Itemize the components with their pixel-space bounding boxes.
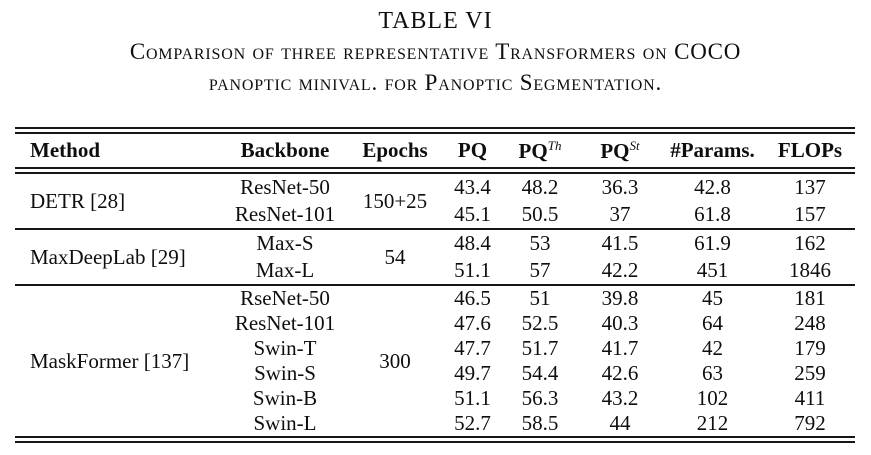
method-cell: MaskFormer [137] [15, 284, 225, 440]
pq-th-cell: 57 [529, 258, 551, 282]
pq-th-cell: 53 [500, 228, 580, 257]
header-pq-th-base: PQ [518, 138, 548, 163]
epochs-cell: 150+25 [362, 188, 428, 213]
pq-th-cell: 58.5 [521, 411, 559, 435]
pq-th-cell: 51 [500, 284, 580, 311]
header-pq: PQ [445, 130, 500, 174]
flops-cell: 157 [794, 202, 826, 226]
header-pq-st-sup: St [629, 137, 640, 153]
epochs-cell: 54 [345, 228, 445, 285]
header-epochs: Epochs [345, 130, 445, 174]
backbone-cell: ResNet-50 [240, 175, 330, 199]
params-cell: 61.9 [660, 228, 765, 257]
pq-st-cell: 39.8 [580, 284, 660, 311]
pq-st-cell: 43.2 [601, 386, 639, 410]
flops-cell: 137 [794, 175, 826, 199]
table-row: Swin-S 49.7 54.4 42.6 63 259 [15, 361, 855, 386]
backbone-cell: Max-L [255, 258, 315, 282]
pq-st-cell: 40.3 [601, 311, 639, 335]
header-params: #Params. [660, 130, 765, 174]
pq-cell: 51.1 [454, 258, 491, 282]
backbone-cell: Swin-B [252, 386, 318, 410]
pq-cell: 47.7 [454, 336, 491, 360]
method-cell: DETR [28] [30, 188, 126, 213]
params-cell: 64 [702, 311, 723, 335]
params-cell: 61.8 [694, 202, 731, 226]
header-row: Method Backbone Epochs PQ PQTh PQSt #Par… [15, 130, 855, 174]
pq-th-cell: 52.5 [521, 311, 559, 335]
table-header: Method Backbone Epochs PQ PQTh PQSt #Par… [15, 130, 855, 174]
table-row: MaskFormer [137] RseNet-50 300 46.5 51 3… [15, 284, 855, 440]
header-pq-st-base: PQ [600, 138, 630, 163]
backbone-cell: Max-S [225, 228, 345, 257]
backbone-cell: Swin-T [253, 336, 317, 360]
backbone-cell: ResNet-101 [234, 311, 336, 335]
backbone-cell: RseNet-50 [225, 284, 345, 311]
table-row: ResNet-101 47.6 52.5 40.3 64 248 [15, 311, 855, 336]
results-table: Method Backbone Epochs PQ PQTh PQSt #Par… [15, 127, 855, 443]
table-row: Swin-L 52.7 58.5 44 212 792 [15, 411, 855, 440]
pq-cell: 49.7 [454, 361, 491, 385]
pq-cell: 47.6 [454, 311, 491, 335]
table-row: Swin-B 51.1 56.3 43.2 102 411 [15, 386, 855, 411]
method-cell: MaxDeepLab [29] [15, 228, 225, 285]
section-maskformer: MaskFormer [137] RseNet-50 300 46.5 51 3… [15, 284, 855, 440]
flops-cell: 179 [794, 336, 826, 360]
backbone-cell: Swin-S [254, 361, 316, 385]
table-row: ResNet-101 45.1 50.5 37 61.8 157 [15, 201, 855, 229]
caption-line-1: Comparison of three representative Trans… [129, 39, 742, 64]
params-cell: 63 [702, 361, 723, 385]
pq-st-cell: 42.6 [601, 361, 639, 385]
section-detr: DETR [28] ResNet-50 150+25 43.4 48.2 36.… [15, 171, 855, 230]
header-pq-th: PQTh [500, 130, 580, 174]
table-row: Max-L 51.1 57 42.2 451 1846 [15, 257, 855, 285]
params-cell: 42.8 [694, 175, 731, 199]
header-pq-th-sup: Th [547, 137, 562, 153]
backbone-cell: Swin-L [253, 411, 317, 435]
pq-th-cell: 48.2 [521, 175, 559, 199]
table-row: MaxDeepLab [29] Max-S 54 48.4 53 41.5 61… [15, 228, 855, 285]
header-backbone: Backbone [225, 130, 345, 174]
pq-st-cell: 41.5 [580, 228, 660, 257]
pq-st-cell: 44 [609, 411, 631, 435]
pq-cell: 51.1 [454, 386, 491, 410]
flops-cell: 259 [794, 361, 826, 385]
pq-cell: 52.7 [454, 411, 491, 435]
section-maxdeeplab: MaxDeepLab [29] Max-S 54 48.4 53 41.5 61… [15, 228, 855, 285]
header-flops: FLOPs [765, 130, 855, 174]
header-method: Method [15, 130, 225, 174]
flops-cell: 792 [794, 411, 826, 435]
pq-st-cell: 42.2 [601, 258, 639, 282]
flops-cell: 181 [765, 284, 855, 311]
table-row: Swin-T 47.7 51.7 41.7 42 179 [15, 336, 855, 361]
epochs-cell: 300 [345, 284, 445, 440]
pq-cell: 48.4 [445, 228, 500, 257]
params-cell: 212 [696, 411, 729, 435]
flops-cell: 248 [794, 311, 826, 335]
table-number: TABLE VI [378, 8, 493, 34]
flops-cell: 162 [765, 228, 855, 257]
backbone-cell: ResNet-101 [234, 202, 336, 226]
pq-cell: 43.4 [454, 175, 491, 199]
pq-th-cell: 51.7 [521, 336, 559, 360]
pq-th-cell: 50.5 [521, 202, 559, 226]
pq-st-cell: 36.3 [601, 175, 639, 199]
table-caption: TABLE VI Comparison of three representat… [0, 6, 871, 98]
pq-th-cell: 56.3 [521, 386, 559, 410]
table-row: DETR [28] ResNet-50 150+25 43.4 48.2 36.… [15, 171, 855, 213]
flops-cell: 411 [794, 386, 826, 410]
pq-st-cell: 41.7 [601, 336, 639, 360]
params-cell: 451 [696, 258, 729, 282]
flops-cell: 1846 [789, 258, 831, 282]
params-cell: 42 [702, 336, 723, 360]
pq-cell: 45.1 [454, 202, 491, 226]
params-cell: 102 [696, 386, 729, 410]
pq-cell: 46.5 [445, 284, 500, 311]
params-cell: 45 [660, 284, 765, 311]
header-pq-st: PQSt [580, 130, 660, 174]
caption-line-2: panoptic minival. for Panoptic Segmentat… [208, 70, 663, 95]
pq-st-cell: 37 [609, 202, 631, 226]
pq-th-cell: 54.4 [521, 361, 559, 385]
